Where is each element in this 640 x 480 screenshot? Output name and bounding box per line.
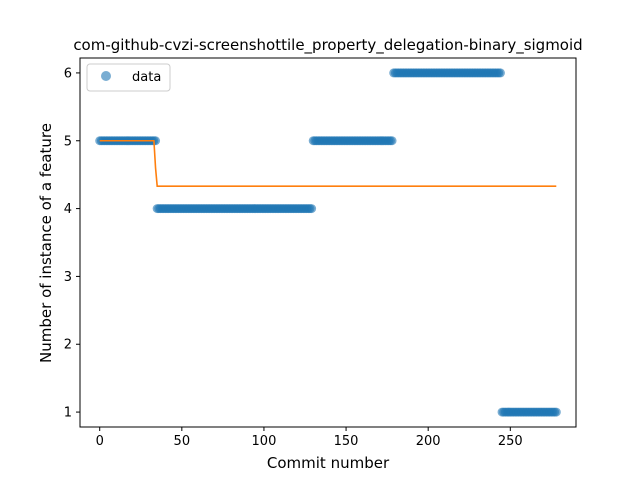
y-tick-label: 4 xyxy=(64,202,72,217)
legend: data xyxy=(86,63,171,92)
x-tick-label: 50 xyxy=(174,434,191,449)
x-tick-label: 150 xyxy=(334,434,359,449)
y-tick-label: 2 xyxy=(64,338,72,353)
x-axis-label: Commit number xyxy=(267,454,390,472)
legend-marker xyxy=(101,71,111,81)
x-tick-label: 250 xyxy=(498,434,523,449)
plot-area xyxy=(95,68,561,417)
x-tick-label: 100 xyxy=(252,434,277,449)
data-point xyxy=(307,204,317,214)
data-point xyxy=(495,68,505,78)
x-tick-label: 0 xyxy=(96,434,104,449)
legend-box xyxy=(86,63,171,92)
plot-frame xyxy=(79,57,577,428)
y-tick-label: 1 xyxy=(64,406,72,421)
y-tick-label: 5 xyxy=(64,134,72,149)
x-axis: 0 50 100 150 200 250 xyxy=(96,427,523,449)
data-point xyxy=(551,407,561,417)
legend-label: data xyxy=(132,70,161,85)
y-axis-label: Number of instance of a feature xyxy=(37,123,55,363)
data-point xyxy=(387,136,397,146)
y-axis: 1 2 3 4 5 6 xyxy=(64,66,80,421)
chart-title: com-github-cvzi-screenshottile_property_… xyxy=(73,36,582,55)
y-tick-label: 3 xyxy=(64,270,72,285)
x-tick-label: 200 xyxy=(416,434,441,449)
fit-line xyxy=(99,139,557,187)
y-tick-label: 6 xyxy=(64,66,72,81)
